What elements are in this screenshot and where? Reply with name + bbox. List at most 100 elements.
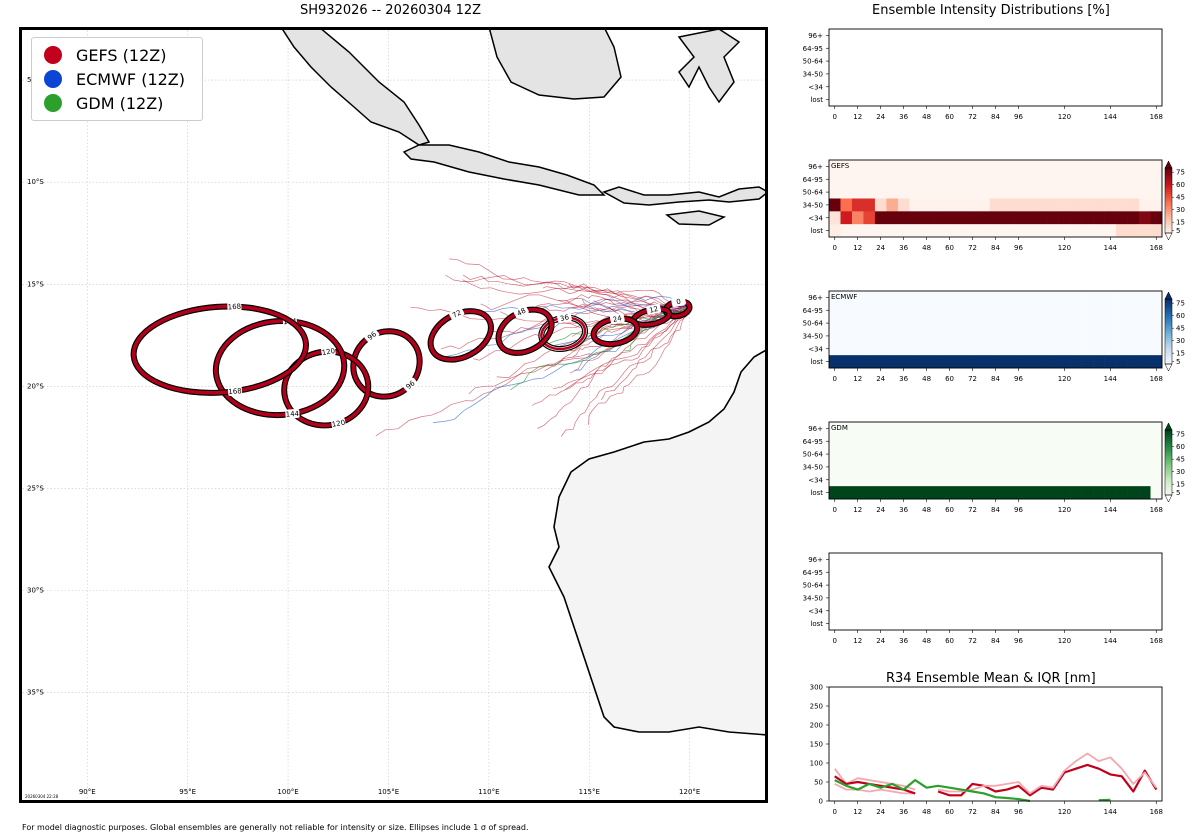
heatmap-cell <box>1012 460 1025 474</box>
colorbar-segment <box>1165 458 1172 461</box>
heatmap-cell <box>1139 224 1151 238</box>
y-tick-label: <34 <box>808 83 823 91</box>
heatmap-cell <box>1070 316 1082 330</box>
heatmap-cell <box>932 422 945 436</box>
colorbar-segment <box>1165 224 1172 227</box>
heatmap-cell <box>1127 160 1140 174</box>
heatmap-cell <box>1012 447 1025 461</box>
panel-model-label: GDM <box>831 424 848 432</box>
legend-item-gefs: GEFS (12Z) <box>44 44 166 66</box>
colorbar-segment <box>1165 492 1172 496</box>
heatmap-cell <box>851 198 864 212</box>
colorbar-segment <box>1165 196 1172 199</box>
x-tick-label: 60 <box>945 113 954 121</box>
heatmap-cell <box>886 185 899 199</box>
x-tick-label: 48 <box>922 244 931 252</box>
heatmap-cell <box>1127 303 1140 317</box>
heatmap-cell <box>1150 460 1163 474</box>
ellipse-24h: 24 <box>590 313 641 348</box>
heatmap-cell <box>1070 434 1082 448</box>
heatmap-cell <box>886 486 899 500</box>
x-tick-label: 120 <box>1058 244 1071 252</box>
heatmap-cell <box>840 422 853 436</box>
r34-x-tick-label: 120 <box>1058 808 1071 816</box>
heatmap-cell <box>897 185 910 199</box>
heatmap-cell <box>1116 422 1128 436</box>
heatmap-cell <box>1116 291 1128 305</box>
heatmap-cell <box>1058 460 1071 474</box>
heatmap-cell <box>1047 316 1059 330</box>
heatmap-cell <box>1047 224 1059 238</box>
colorbar-segment <box>1165 222 1172 225</box>
heatmap-cell <box>920 185 933 199</box>
heatmap-cell <box>1116 473 1128 487</box>
heatmap-cell <box>863 172 876 186</box>
heatmap-cell <box>886 460 899 474</box>
heatmap-cell <box>909 473 922 487</box>
r34-x-tick-label: 60 <box>945 808 954 816</box>
heatmap-cell <box>920 486 933 500</box>
heatmap-cell <box>1127 185 1140 199</box>
heatmap-cell <box>1047 291 1059 305</box>
heatmap-cell <box>1150 329 1163 343</box>
heatmap-cell <box>932 342 945 356</box>
heatmap-cell <box>1093 172 1105 186</box>
heatmap-cell <box>943 211 956 225</box>
heatmap-cell <box>1139 422 1151 436</box>
heatmap-cell <box>1116 224 1128 238</box>
x-tick-label: 72 <box>968 244 977 252</box>
heatmap-cell <box>1012 486 1025 500</box>
heatmap-cell <box>1116 211 1128 225</box>
heatmap-cell <box>840 329 853 343</box>
x-tick-label: 96 <box>1014 244 1023 252</box>
heatmap-cell <box>1012 224 1025 238</box>
colorbar-tick-label: 75 <box>1176 300 1185 308</box>
heatmap-cell <box>1012 342 1025 356</box>
heatmap-cell <box>943 422 956 436</box>
colorbar-segment <box>1165 305 1172 308</box>
r34-series-gefs-mean-b <box>937 763 1158 797</box>
heatmap-cell <box>1139 329 1151 343</box>
x-tick-label: 36 <box>899 637 908 645</box>
colorbar-segment <box>1165 355 1172 358</box>
heatmap-cell <box>920 342 933 356</box>
heatmap-cell <box>1058 160 1071 174</box>
heatmap-cell <box>897 224 910 238</box>
heatmap-cell <box>1047 355 1059 369</box>
colorbar-segment <box>1165 440 1172 444</box>
colorbar-segment <box>1165 318 1172 321</box>
lat-tick-label: 15°S <box>27 280 44 288</box>
x-tick-label: 48 <box>922 506 931 514</box>
colorbar-segment <box>1165 226 1172 229</box>
heatmap-cell <box>1150 447 1163 461</box>
colorbar-tick-label: 15 <box>1176 350 1185 358</box>
heatmap-cell <box>1001 342 1014 356</box>
heatmap-cell <box>1012 473 1025 487</box>
heatmap-cell <box>1035 291 1048 305</box>
r34-series-gdm-mean <box>834 779 1031 803</box>
heatmap-cell <box>1047 211 1059 225</box>
main-title: SH932026 -- 20260304 12Z <box>300 3 482 18</box>
heatmap-cell <box>829 211 841 225</box>
heatmap-cell <box>1127 224 1140 238</box>
heatmap-cell <box>840 316 853 330</box>
heatmap-cell <box>1012 211 1025 225</box>
colorbar-segment <box>1165 344 1172 347</box>
heatmap-cell <box>1139 447 1151 461</box>
heatmap-cell <box>920 160 933 174</box>
heatmap-cell <box>1047 460 1059 474</box>
heatmap-cell <box>1150 422 1163 436</box>
heatmap-cell <box>897 316 910 330</box>
y-tick-label: lost <box>810 227 823 235</box>
heatmap-cell <box>1058 172 1071 186</box>
y-tick-label: 50-64 <box>803 320 824 328</box>
heatmap-cell <box>955 355 968 369</box>
heatmap-cell <box>1035 460 1048 474</box>
heatmap-cell <box>851 224 864 238</box>
heatmap-cell <box>978 422 991 436</box>
x-tick-label: 168 <box>1150 113 1163 121</box>
heatmap-cell <box>1001 355 1014 369</box>
ellipse-label-bg <box>449 307 465 321</box>
ellipse-label: 168 <box>228 387 242 396</box>
heatmap-cell <box>955 342 968 356</box>
